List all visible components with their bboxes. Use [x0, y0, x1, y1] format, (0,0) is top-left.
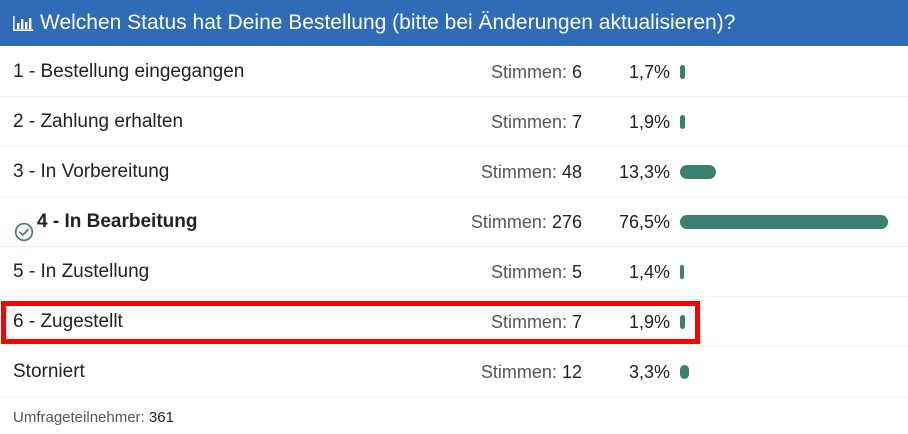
option-label: 4 - In Bearbeitung [14, 197, 197, 247]
vote-percent: 1,9% [628, 312, 670, 332]
vote-percent: 1,7% [628, 62, 670, 82]
vote-bar [680, 265, 684, 279]
vote-count: Stimmen: 7 [491, 97, 582, 147]
vote-count-value: 276 [551, 212, 582, 232]
vote-percent: 1,9% [628, 112, 670, 132]
vote-count: Stimmen: 5 [491, 247, 582, 297]
vote-bar [680, 165, 716, 179]
vote-count-value: 7 [571, 112, 582, 132]
option-label-text: 6 - Zugestellt [13, 311, 123, 332]
option-label: 5 - In Zustellung [13, 247, 149, 297]
vote-bar-track [680, 315, 888, 329]
vote-count-value: 6 [571, 62, 582, 82]
poll-option-row[interactable]: 2 - Zahlung erhalten Stimmen: 7 1,9% [0, 97, 908, 147]
vote-bar [680, 365, 689, 379]
vote-percent: 13,3% [618, 162, 670, 182]
poll-header: Welchen Status hat Deine Bestellung (bit… [0, 0, 908, 46]
vote-count: Stimmen: 6 [491, 47, 582, 97]
option-label: 3 - In Vorbereitung [13, 147, 169, 197]
option-label-text: 1 - Bestellung eingegangen [13, 61, 245, 82]
vote-bar [680, 315, 685, 329]
vote-count-label: Stimmen: [480, 362, 557, 382]
option-label: Storniert [13, 347, 85, 397]
vote-bar-track [680, 365, 888, 379]
vote-percent: 1,4% [628, 262, 670, 282]
option-label: 6 - Zugestellt [13, 297, 123, 347]
option-label-text: Storniert [13, 361, 85, 382]
vote-percent: 3,3% [628, 362, 670, 382]
poll-option-row[interactable]: 3 - In Vorbereitung Stimmen: 48 13,3% [0, 147, 908, 197]
option-label-text: 5 - In Zustellung [13, 261, 150, 282]
vote-bar-track [680, 115, 888, 129]
vote-count-label: Stimmen: [490, 62, 567, 82]
option-label-text: 3 - In Vorbereitung [13, 161, 170, 182]
poll-footer: Umfrageteilnehmer: 361 [13, 400, 174, 434]
vote-count-label: Stimmen: [490, 262, 567, 282]
vote-count-label: Stimmen: [470, 212, 547, 232]
vote-count-value: 48 [561, 162, 582, 182]
poll-option-row[interactable]: 1 - Bestellung eingegangen Stimmen: 6 1,7% [0, 47, 908, 97]
vote-bar [680, 115, 685, 129]
option-label: 2 - Zahlung erhalten [13, 97, 183, 147]
vote-bar [680, 215, 888, 229]
poll-options-list: 1 - Bestellung eingegangen Stimmen: 6 1,7%… [0, 47, 908, 397]
participants-label: Umfrageteilnehmer: [13, 409, 145, 426]
option-label-text: 2 - Zahlung erhalten [13, 111, 184, 132]
vote-count: Stimmen: 7 [491, 297, 582, 347]
option-label: 1 - Bestellung eingegangen [13, 47, 244, 97]
vote-count-value: 12 [561, 362, 582, 382]
poll-option-row[interactable]: 6 - Zugestellt Stimmen: 7 1,9% [0, 297, 908, 347]
option-label-text: 4 - In Bearbeitung [37, 211, 198, 232]
vote-count: Stimmen: 12 [481, 347, 582, 397]
participants-count: 361 [148, 409, 174, 426]
vote-count-value: 5 [571, 262, 582, 282]
vote-count-label: Stimmen: [490, 112, 567, 132]
poll-option-row[interactable]: Storniert Stimmen: 12 3,3% [0, 347, 908, 397]
vote-bar-track [680, 265, 888, 279]
vote-percent: 76,5% [618, 212, 670, 232]
poll-option-row[interactable]: 5 - In Zustellung Stimmen: 5 1,4% [0, 247, 908, 297]
bar-chart-icon [12, 14, 34, 32]
vote-bar-track [680, 215, 888, 229]
vote-count-value: 7 [571, 312, 582, 332]
vote-bar [680, 65, 685, 79]
vote-bar-track [680, 165, 888, 179]
vote-count: Stimmen: 48 [481, 147, 582, 197]
poll-option-row[interactable]: 4 - In Bearbeitung Stimmen: 276 76,5% [0, 197, 908, 247]
vote-bar-track [680, 65, 888, 79]
poll-title: Welchen Status hat Deine Bestellung (bit… [40, 11, 736, 34]
vote-count-label: Stimmen: [490, 312, 567, 332]
vote-count: Stimmen: 276 [471, 197, 582, 247]
check-circle-icon [14, 212, 34, 242]
vote-count-label: Stimmen: [480, 162, 557, 182]
